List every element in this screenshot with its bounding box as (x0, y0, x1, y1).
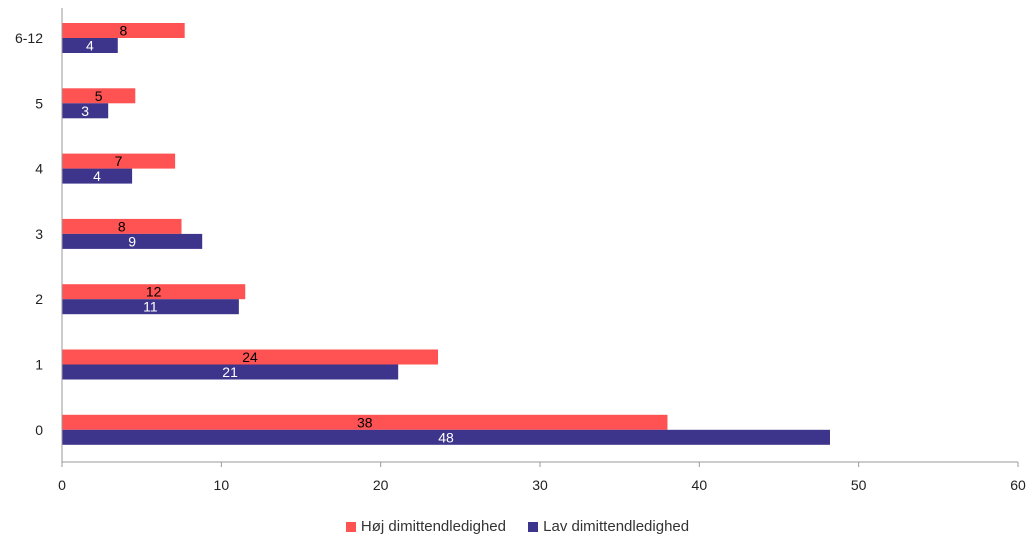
x-tick-label-60: 60 (1010, 477, 1026, 493)
x-tick-label-50: 50 (851, 477, 867, 493)
y-tick-label-0: 0 (35, 422, 43, 438)
bar-low-5 (62, 103, 109, 119)
bar-label-high-2: 12 (146, 284, 162, 300)
bar-label-high-3: 8 (118, 218, 126, 234)
y-tick-label-1: 1 (35, 357, 43, 373)
bar-label-low-4: 4 (93, 168, 101, 184)
bar-high-6-12 (62, 23, 185, 38)
bar-low-6-12 (62, 38, 118, 53)
legend-item-low: Lav dimittendledighed (528, 518, 689, 535)
bar-high-5 (62, 88, 136, 104)
x-tick-label-0: 0 (58, 477, 66, 493)
bar-high-0 (62, 414, 668, 430)
bar-label-low-2: 11 (143, 299, 158, 315)
bar-label-low-5: 3 (81, 103, 89, 119)
bar-high-1 (62, 349, 439, 365)
legend-item-high: Høj dimittendledighed (345, 518, 506, 535)
y-tick-label-5: 5 (35, 95, 43, 111)
bar-label-high-5: 5 (95, 88, 103, 104)
bar-low-1 (62, 364, 399, 380)
legend-label-low: Lav dimittendledighed (543, 518, 690, 535)
bar-low-3 (62, 233, 203, 249)
x-tick-label-30: 30 (532, 477, 548, 493)
bar-low-4 (62, 168, 133, 184)
bar-high-4 (62, 153, 176, 169)
legend-label-high: Høj dimittendledighed (360, 518, 506, 535)
x-tick-label-40: 40 (692, 477, 708, 493)
y-tick-label-4: 4 (35, 161, 43, 177)
bar-label-low-1: 21 (222, 364, 238, 380)
bar-label-low-0: 48 (438, 429, 454, 445)
legend-swatch-high (345, 521, 356, 532)
bar-high-2 (62, 284, 246, 300)
legend-swatch-low (528, 521, 539, 532)
bar-label-high-1: 24 (242, 349, 258, 365)
y-tick-label-6-12: 6-12 (15, 30, 43, 46)
y-tick-label-2: 2 (35, 291, 43, 307)
bar-label-low-6-12: 4 (86, 38, 94, 54)
x-tick-label-10: 10 (214, 477, 230, 493)
bar-low-2 (62, 299, 239, 315)
bar-label-low-3: 9 (128, 233, 136, 249)
y-tick-label-3: 3 (35, 226, 43, 242)
bar-high-3 (62, 218, 182, 234)
x-tick-label-20: 20 (373, 477, 389, 493)
bar-low-0 (62, 429, 830, 445)
bar-label-high-6-12: 8 (119, 23, 127, 39)
bar-label-high-4: 7 (115, 153, 123, 169)
legend: Høj dimittendledighed Lav dimittendledig… (0, 518, 1035, 536)
bar-label-high-0: 38 (357, 414, 373, 430)
